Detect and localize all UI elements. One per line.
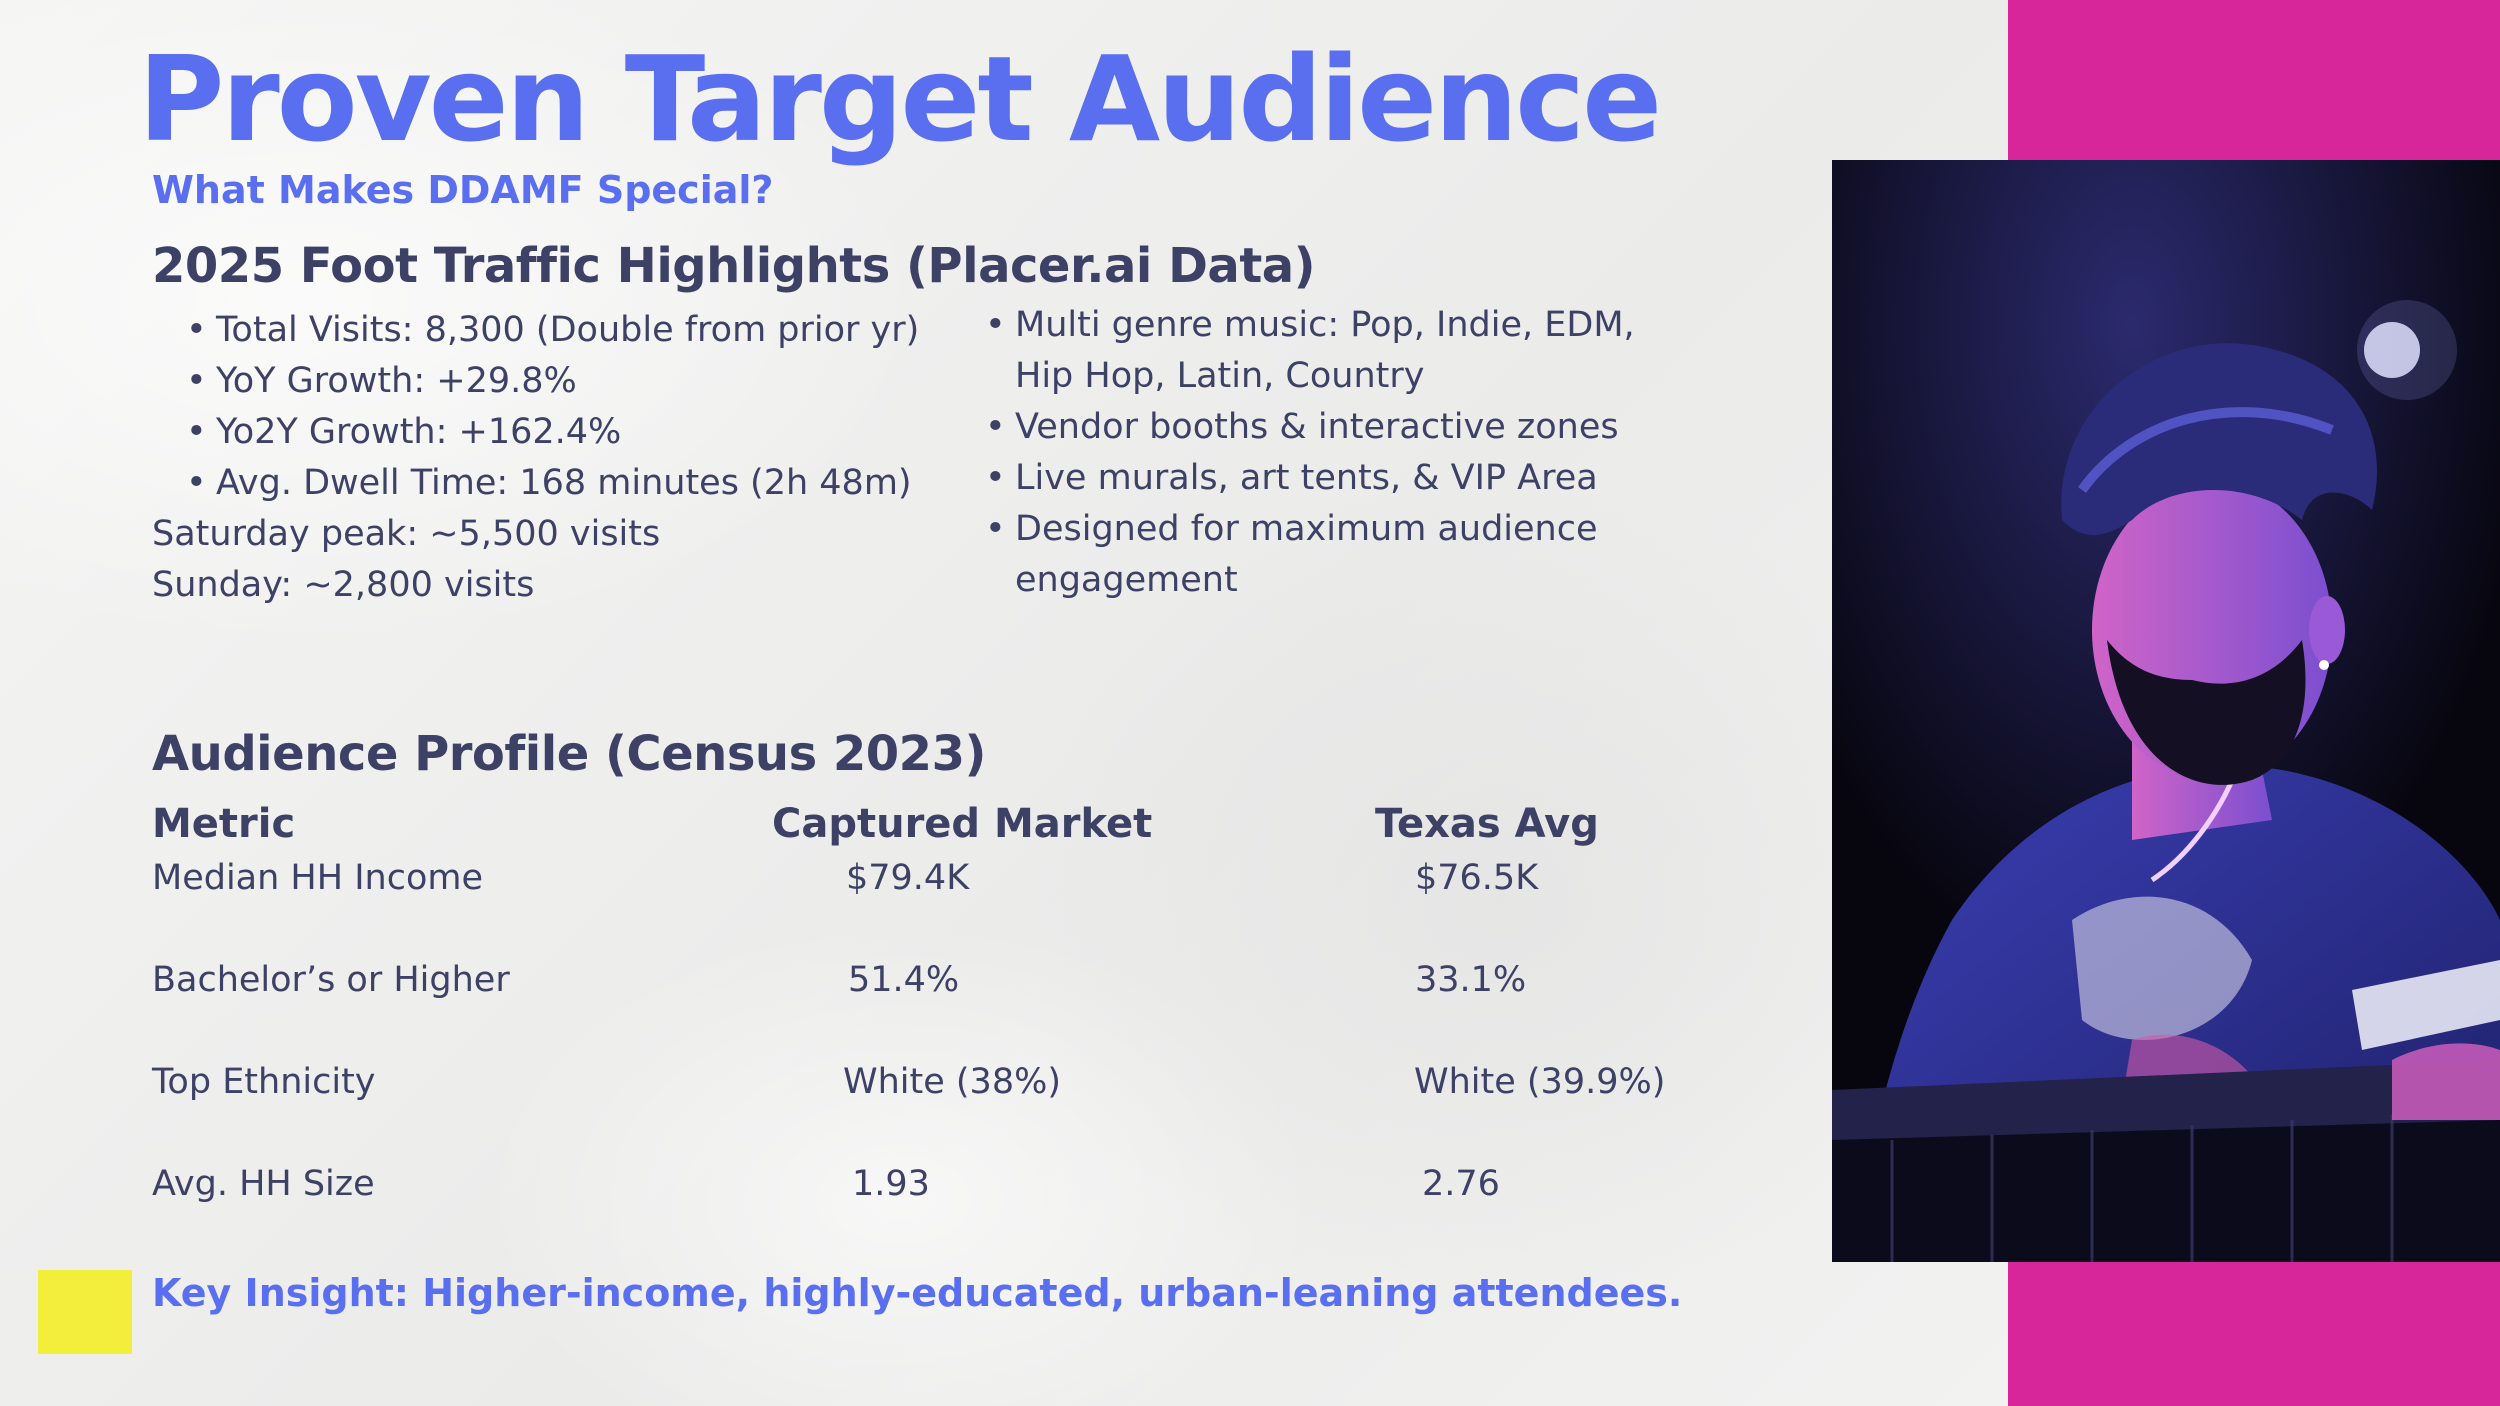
audience-heading: Audience Profile (Census 2023) [152,726,986,782]
list-item: Multi genre music: Pop, Indie, EDM, Hip … [985,300,1685,402]
column-header-metric: Metric [152,801,296,847]
dj-performer-illustration [1832,160,2500,1262]
list-item: Saturday peak: ~5,500 visits [152,514,661,554]
metric-cell: Median HH Income [152,858,483,898]
captured-cell: $79.4K [846,858,970,898]
list-item: Live murals, art tents, & VIP Area [985,453,1685,504]
captured-cell: White (38%) [843,1062,1061,1102]
list-item: Yo2Y Growth: +162.4% [186,407,919,458]
foot-traffic-heading: 2025 Foot Traffic Highlights (Placer.ai … [152,238,1316,294]
dj-performer-photo [1832,160,2500,1262]
texas-cell: 33.1% [1415,960,1527,1000]
list-item: Avg. Dwell Time: 168 minutes (2h 48m) [186,458,919,509]
metric-cell: Top Ethnicity [152,1062,376,1102]
page-subtitle: What Makes DDAMF Special? [152,168,774,212]
texas-cell: $76.5K [1415,858,1539,898]
list-item: Sunday: ~2,800 visits [152,565,535,605]
key-insight: Key Insight: Higher-income, highly-educa… [152,1271,1683,1315]
yellow-accent-square [38,1270,132,1354]
column-header-captured-market: Captured Market [772,801,1153,847]
texas-cell: 2.76 [1422,1164,1500,1204]
page-title: Proven Target Audience [138,30,1662,168]
captured-cell: 51.4% [848,960,960,1000]
list-item: Vendor booths & interactive zones [985,402,1685,453]
foot-traffic-lines: Saturday peak: ~5,500 visits Sunday: ~2,… [152,509,660,611]
captured-cell: 1.93 [852,1164,930,1204]
features-bullets: Multi genre music: Pop, Indie, EDM, Hip … [985,300,1685,606]
list-item: Designed for maximum audience engagement [985,504,1655,606]
metric-cell: Bachelor’s or Higher [152,960,510,1000]
texas-cell: White (39.9%) [1414,1062,1666,1102]
list-item: YoY Growth: +29.8% [186,356,919,407]
metric-cell: Avg. HH Size [152,1164,375,1204]
list-item: Total Visits: 8,300 (Double from prior y… [186,305,919,356]
column-header-texas-avg: Texas Avg [1375,801,1599,847]
foot-traffic-bullets: Total Visits: 8,300 (Double from prior y… [186,305,919,509]
